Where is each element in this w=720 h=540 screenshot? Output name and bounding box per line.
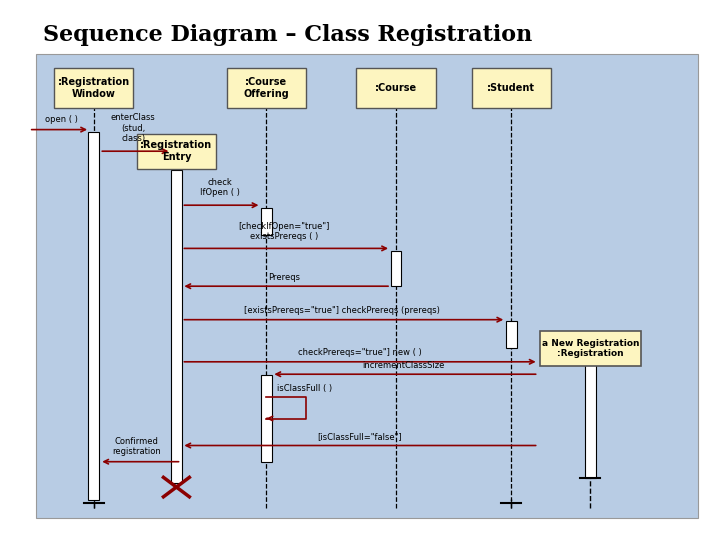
- Text: isClassFull ( ): isClassFull ( ): [277, 384, 333, 393]
- Text: open ( ): open ( ): [45, 115, 78, 124]
- Text: :Registration
Window: :Registration Window: [58, 77, 130, 98]
- Text: incrementClassSize: incrementClassSize: [362, 361, 444, 370]
- Text: :Registration
Entry: :Registration Entry: [140, 140, 212, 162]
- Bar: [137, 134, 216, 168]
- Text: :Course: :Course: [375, 83, 417, 93]
- Bar: [36, 54, 698, 518]
- Text: :Course
Offering: :Course Offering: [243, 77, 289, 98]
- Bar: [54, 68, 133, 108]
- Bar: [261, 208, 272, 235]
- Text: [checkIfOpen="true"]
existsPrereqs ( ): [checkIfOpen="true"] existsPrereqs ( ): [239, 222, 330, 241]
- Bar: [171, 170, 181, 483]
- Bar: [356, 68, 436, 108]
- Bar: [585, 364, 596, 478]
- Bar: [89, 132, 99, 500]
- Bar: [391, 251, 402, 286]
- Bar: [261, 375, 272, 462]
- Bar: [227, 68, 306, 108]
- Bar: [540, 330, 641, 366]
- Text: Prereqs: Prereqs: [269, 273, 300, 282]
- Text: a New Registration
:Registration: a New Registration :Registration: [541, 339, 639, 358]
- Bar: [472, 68, 551, 108]
- Bar: [505, 321, 517, 348]
- Text: Confirmed
registration: Confirmed registration: [112, 437, 161, 456]
- Text: enterClass
(stud,
class): enterClass (stud, class): [111, 113, 156, 143]
- Text: check
IfOpen ( ): check IfOpen ( ): [199, 178, 240, 197]
- Text: :Student: :Student: [487, 83, 535, 93]
- Text: [existsPrereqs="true"] checkPrereqs (prereqs): [existsPrereqs="true"] checkPrereqs (pre…: [244, 306, 440, 315]
- Text: Sequence Diagram – Class Registration: Sequence Diagram – Class Registration: [43, 24, 533, 46]
- Text: [isClassFull="false"]: [isClassFull="false"]: [318, 432, 402, 441]
- Text: checkPrereqs="true"] new ( ): checkPrereqs="true"] new ( ): [298, 348, 422, 357]
